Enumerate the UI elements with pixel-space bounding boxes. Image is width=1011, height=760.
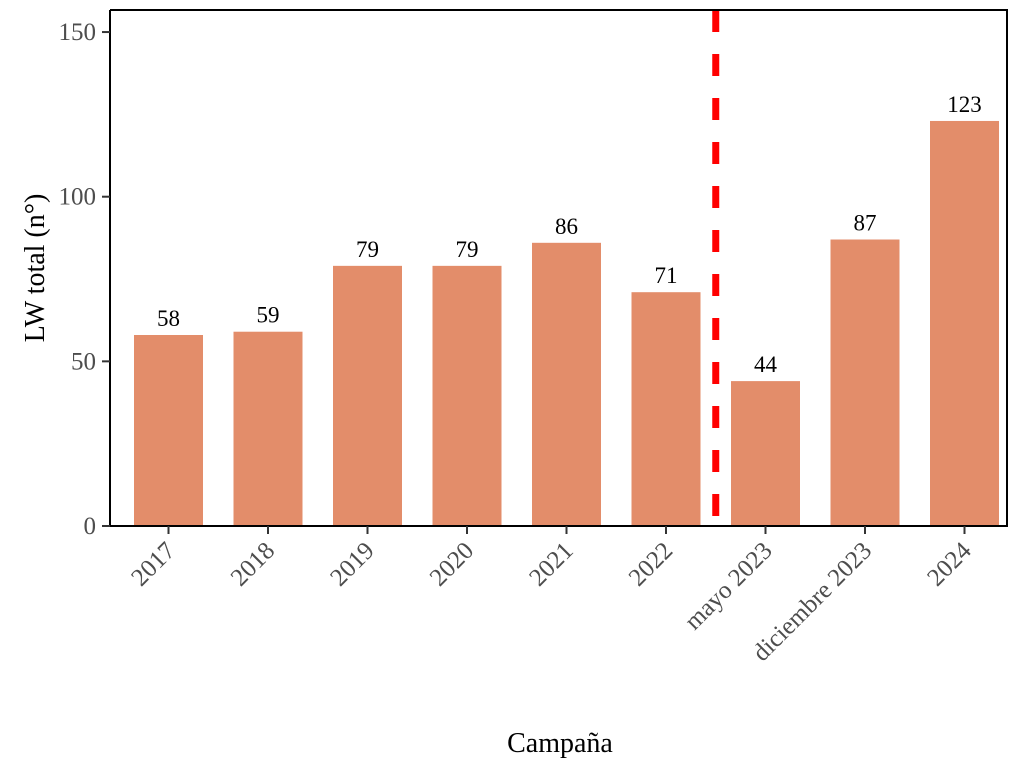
bar xyxy=(532,242,601,526)
x-tick-label: 2022 xyxy=(624,537,678,591)
x-tick-label: mayo 2023 xyxy=(680,537,778,635)
bars-layer xyxy=(134,120,999,526)
x-tick-label: 2021 xyxy=(524,537,578,591)
bar xyxy=(830,239,900,526)
x-axis-title: Campaña xyxy=(507,728,613,759)
x-ticks-layer: 2017 2018 2019 2020 2021 2022 mayo 2023diciemb… xyxy=(126,526,977,667)
x-tick-label: 2020 xyxy=(425,537,479,591)
bar xyxy=(631,292,701,526)
data-label: 86 xyxy=(555,214,578,239)
x-tick-label: 2018 xyxy=(226,537,280,591)
bar xyxy=(233,331,303,526)
bar xyxy=(930,120,999,526)
y-tick-label: 50 xyxy=(71,348,96,375)
y-axis-title: LW total (n°) xyxy=(20,194,51,343)
data-label: 71 xyxy=(655,263,678,288)
bar xyxy=(333,265,402,526)
bar xyxy=(731,381,800,526)
data-label: 58 xyxy=(157,306,180,331)
y-tick-label: 0 xyxy=(84,513,97,540)
value-labels-layer: 58 59 79 79 86 71 44 87 123 xyxy=(157,92,982,377)
x-tick-label: 2017 xyxy=(126,537,180,591)
data-label: 44 xyxy=(754,352,778,377)
data-label: 79 xyxy=(456,237,479,262)
y-tick-label: 150 xyxy=(59,19,97,46)
bar xyxy=(432,265,502,526)
data-label: 79 xyxy=(356,237,379,262)
x-tick-label: 2024 xyxy=(922,537,977,592)
bar xyxy=(134,335,203,526)
axes-layer xyxy=(109,9,1008,527)
x-tick-label: 2019 xyxy=(325,537,379,591)
y-tick-label: 100 xyxy=(59,184,97,211)
data-label: 87 xyxy=(854,211,877,236)
data-label: 123 xyxy=(947,92,982,117)
y-ticks-layer: 0 50 100 150 xyxy=(59,19,110,540)
data-label: 59 xyxy=(257,303,280,328)
